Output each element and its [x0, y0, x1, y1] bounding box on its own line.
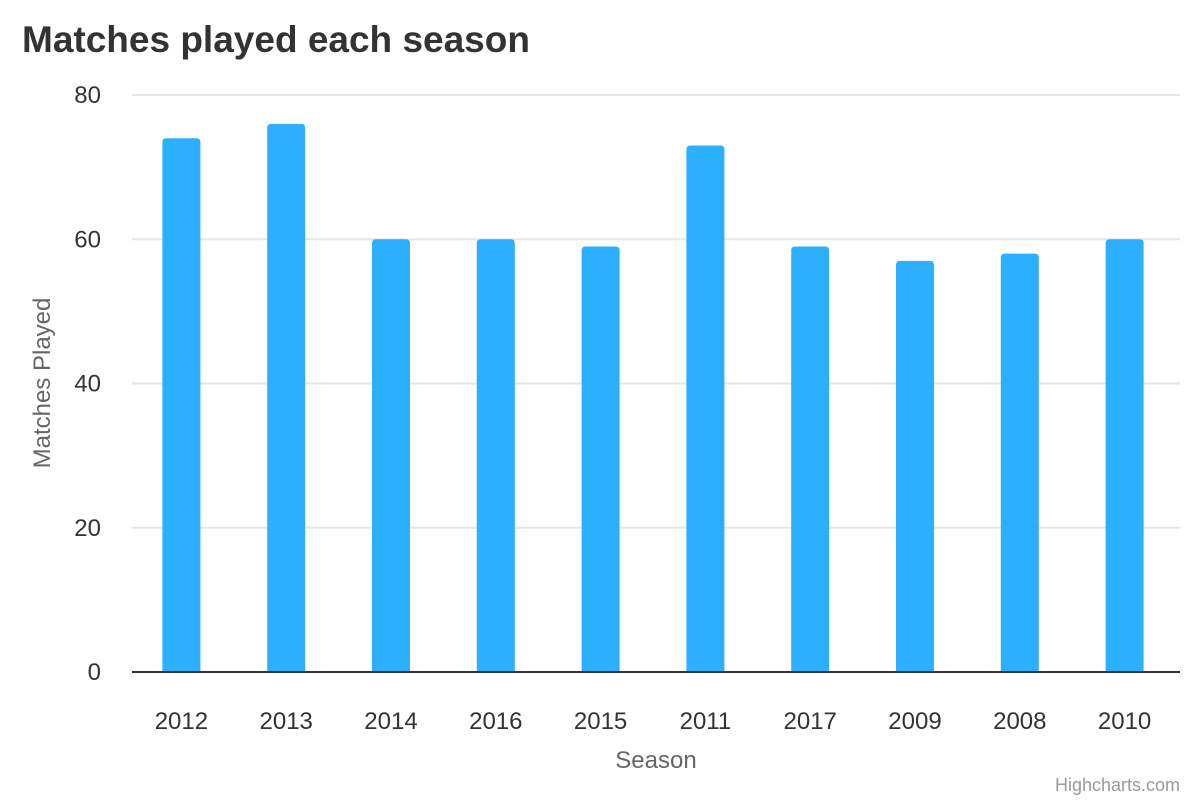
- x-axis-tick-labels: 2012 2013 2014 2016 2015 2011 2017 2009 2008 2010: [155, 708, 1152, 735]
- x-tick-label: 2010: [1098, 708, 1151, 735]
- x-tick-label: 2014: [364, 708, 417, 735]
- y-axis-tick-labels: 0 20 40 60 80: [74, 82, 101, 686]
- y-tick-label: 80: [74, 82, 101, 109]
- bar-2010[interactable]: [1105, 239, 1144, 672]
- bar-2008[interactable]: [1000, 253, 1039, 673]
- bar-2016[interactable]: [476, 239, 515, 672]
- bar-2012[interactable]: [162, 138, 201, 672]
- x-tick-label: 2009: [888, 708, 941, 735]
- x-tick-label: 2016: [469, 708, 522, 735]
- y-tick-label: 20: [74, 515, 101, 542]
- bar-2013[interactable]: [267, 123, 306, 673]
- x-tick-label: 2012: [155, 708, 208, 735]
- x-tick-label: 2015: [574, 708, 627, 735]
- chart-title: Matches played each season: [22, 19, 530, 60]
- bar-series: [162, 123, 1144, 673]
- bar-2011[interactable]: [686, 145, 725, 673]
- x-tick-label: 2008: [993, 708, 1046, 735]
- bar-2014[interactable]: [372, 239, 410, 672]
- y-axis-title: Matches Played: [29, 298, 56, 469]
- credits-link[interactable]: Highcharts.com: [1055, 775, 1180, 795]
- bar-2015[interactable]: [581, 246, 620, 672]
- bar-2009[interactable]: [896, 260, 934, 672]
- x-tick-label: 2013: [260, 708, 313, 735]
- y-tick-label: 0: [88, 659, 101, 686]
- x-tick-label: 2017: [784, 708, 837, 735]
- y-tick-label: 60: [74, 226, 101, 253]
- x-axis-title: Season: [615, 747, 696, 774]
- x-tick-label: 2011: [680, 708, 732, 735]
- y-tick-label: 40: [74, 371, 101, 398]
- bar-2017[interactable]: [791, 246, 830, 672]
